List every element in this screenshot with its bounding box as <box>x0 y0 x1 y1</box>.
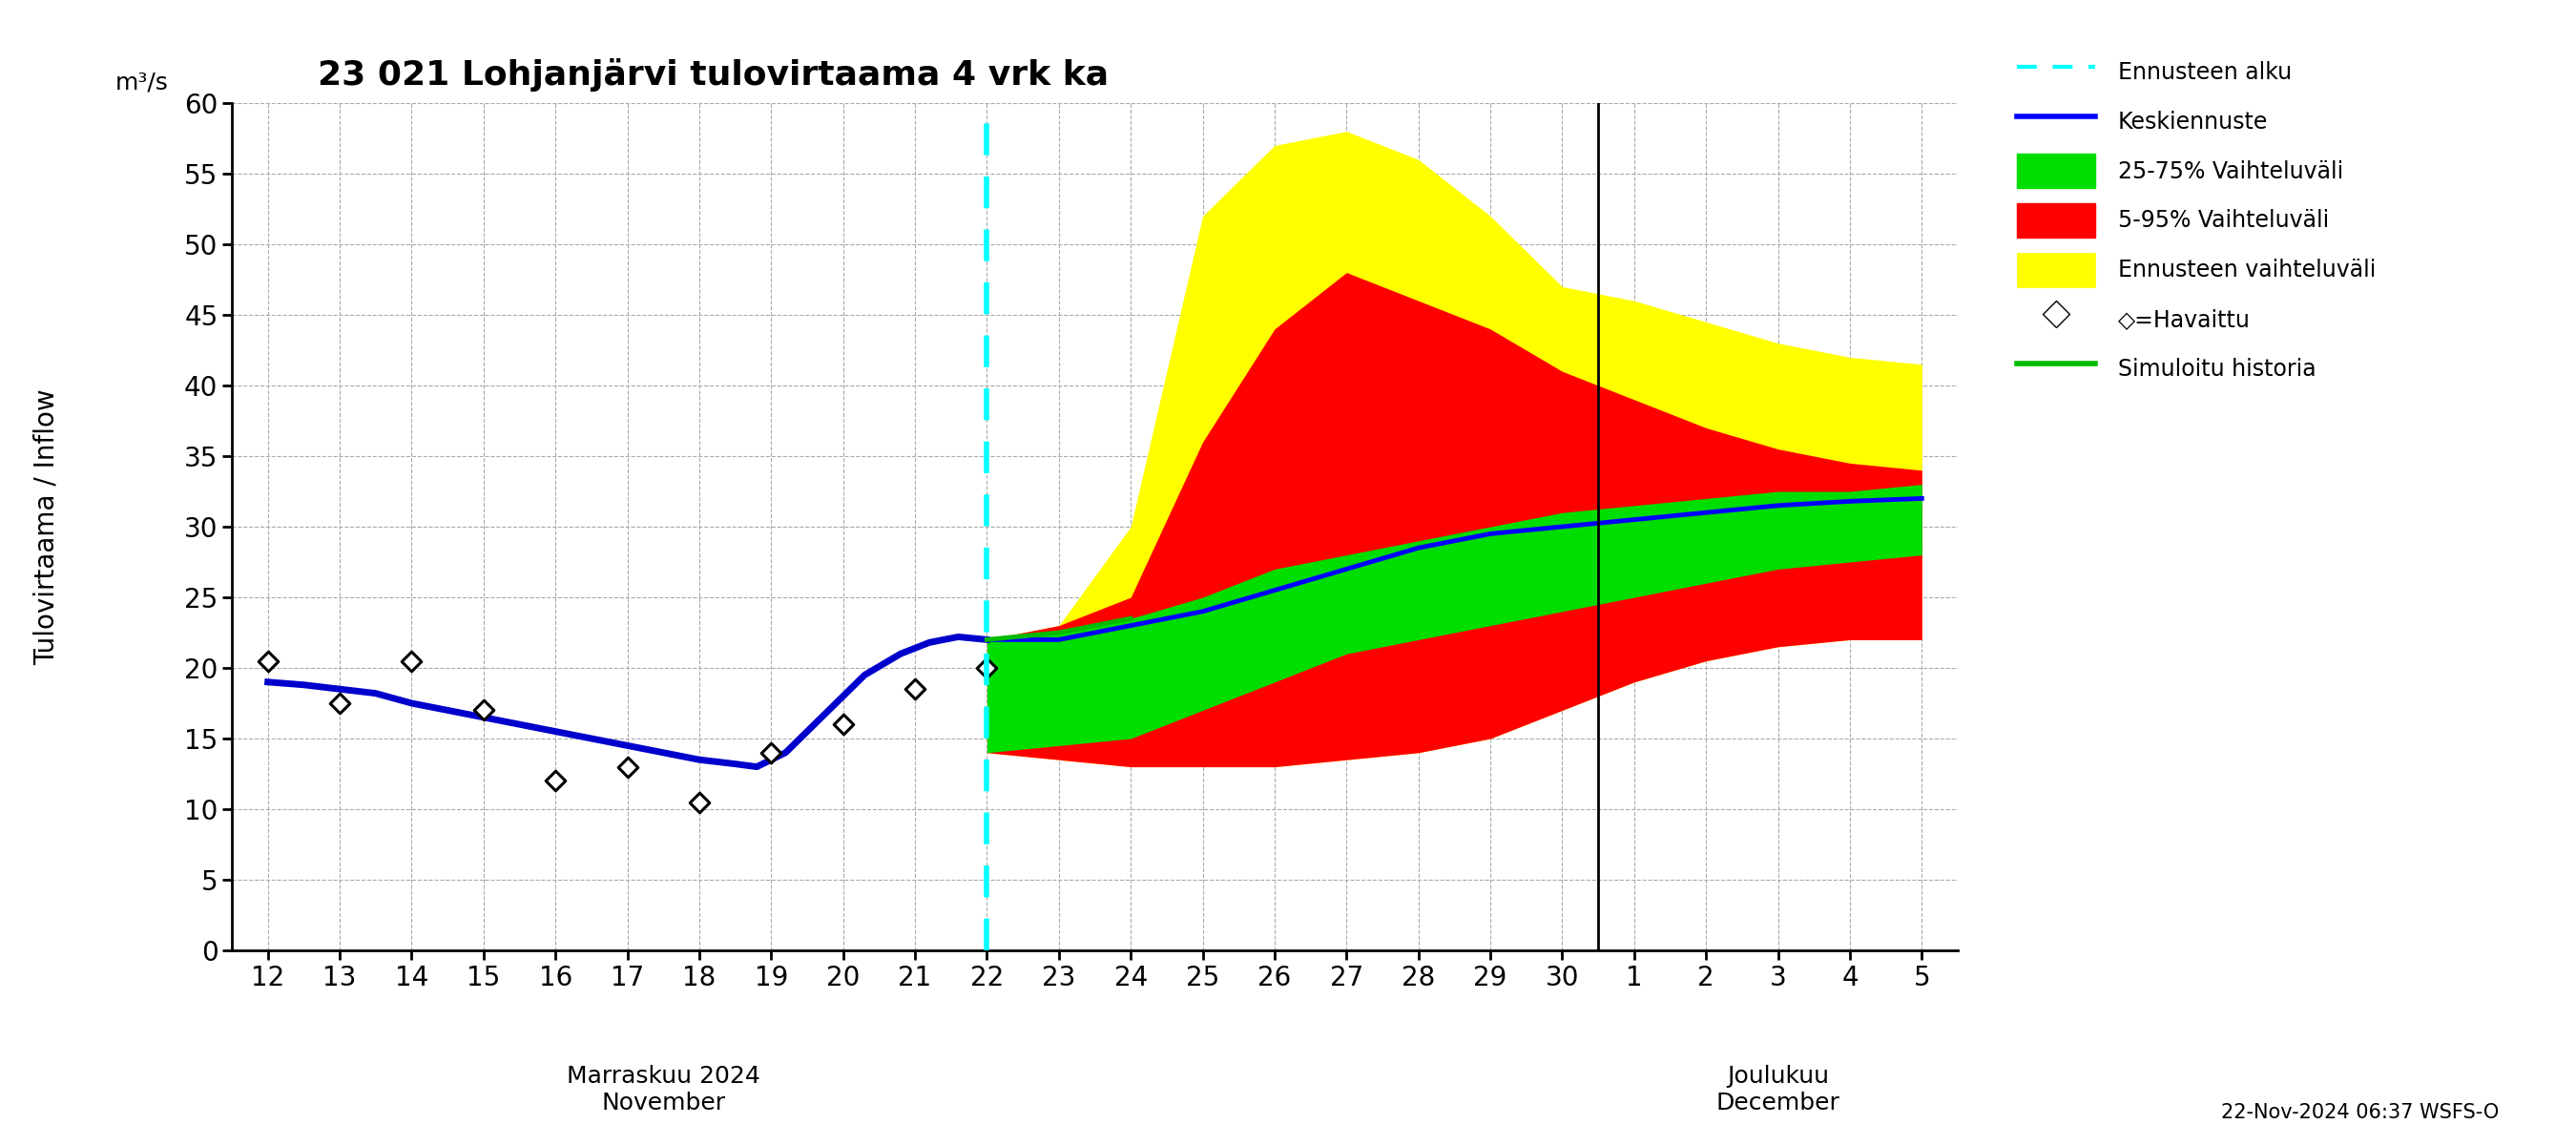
Text: Joulukuu
December: Joulukuu December <box>1716 1065 1839 1114</box>
Text: 22-Nov-2024 06:37 WSFS-O: 22-Nov-2024 06:37 WSFS-O <box>2221 1103 2499 1122</box>
Point <box>894 680 935 698</box>
Text: Marraskuu 2024
November: Marraskuu 2024 November <box>567 1065 760 1114</box>
Point <box>319 694 361 712</box>
Text: 23 021 Lohjanjärvi tulovirtaama 4 vrk ka: 23 021 Lohjanjärvi tulovirtaama 4 vrk ka <box>317 57 1110 92</box>
Point <box>392 652 433 670</box>
Point <box>750 743 791 761</box>
Text: Tulovirtaama / Inflow: Tulovirtaama / Inflow <box>33 388 59 665</box>
Legend: Ennusteen alku, Keskiennuste, 25-75% Vaihteluväli, 5-95% Vaihteluväli, Ennusteen: Ennusteen alku, Keskiennuste, 25-75% Vai… <box>2007 46 2385 395</box>
Point <box>608 758 649 776</box>
Point <box>536 772 577 790</box>
Point <box>966 658 1007 677</box>
Point <box>464 701 505 719</box>
Point <box>677 792 719 811</box>
Point <box>247 652 289 670</box>
Text: m³/s: m³/s <box>116 71 167 94</box>
Point <box>822 716 863 734</box>
